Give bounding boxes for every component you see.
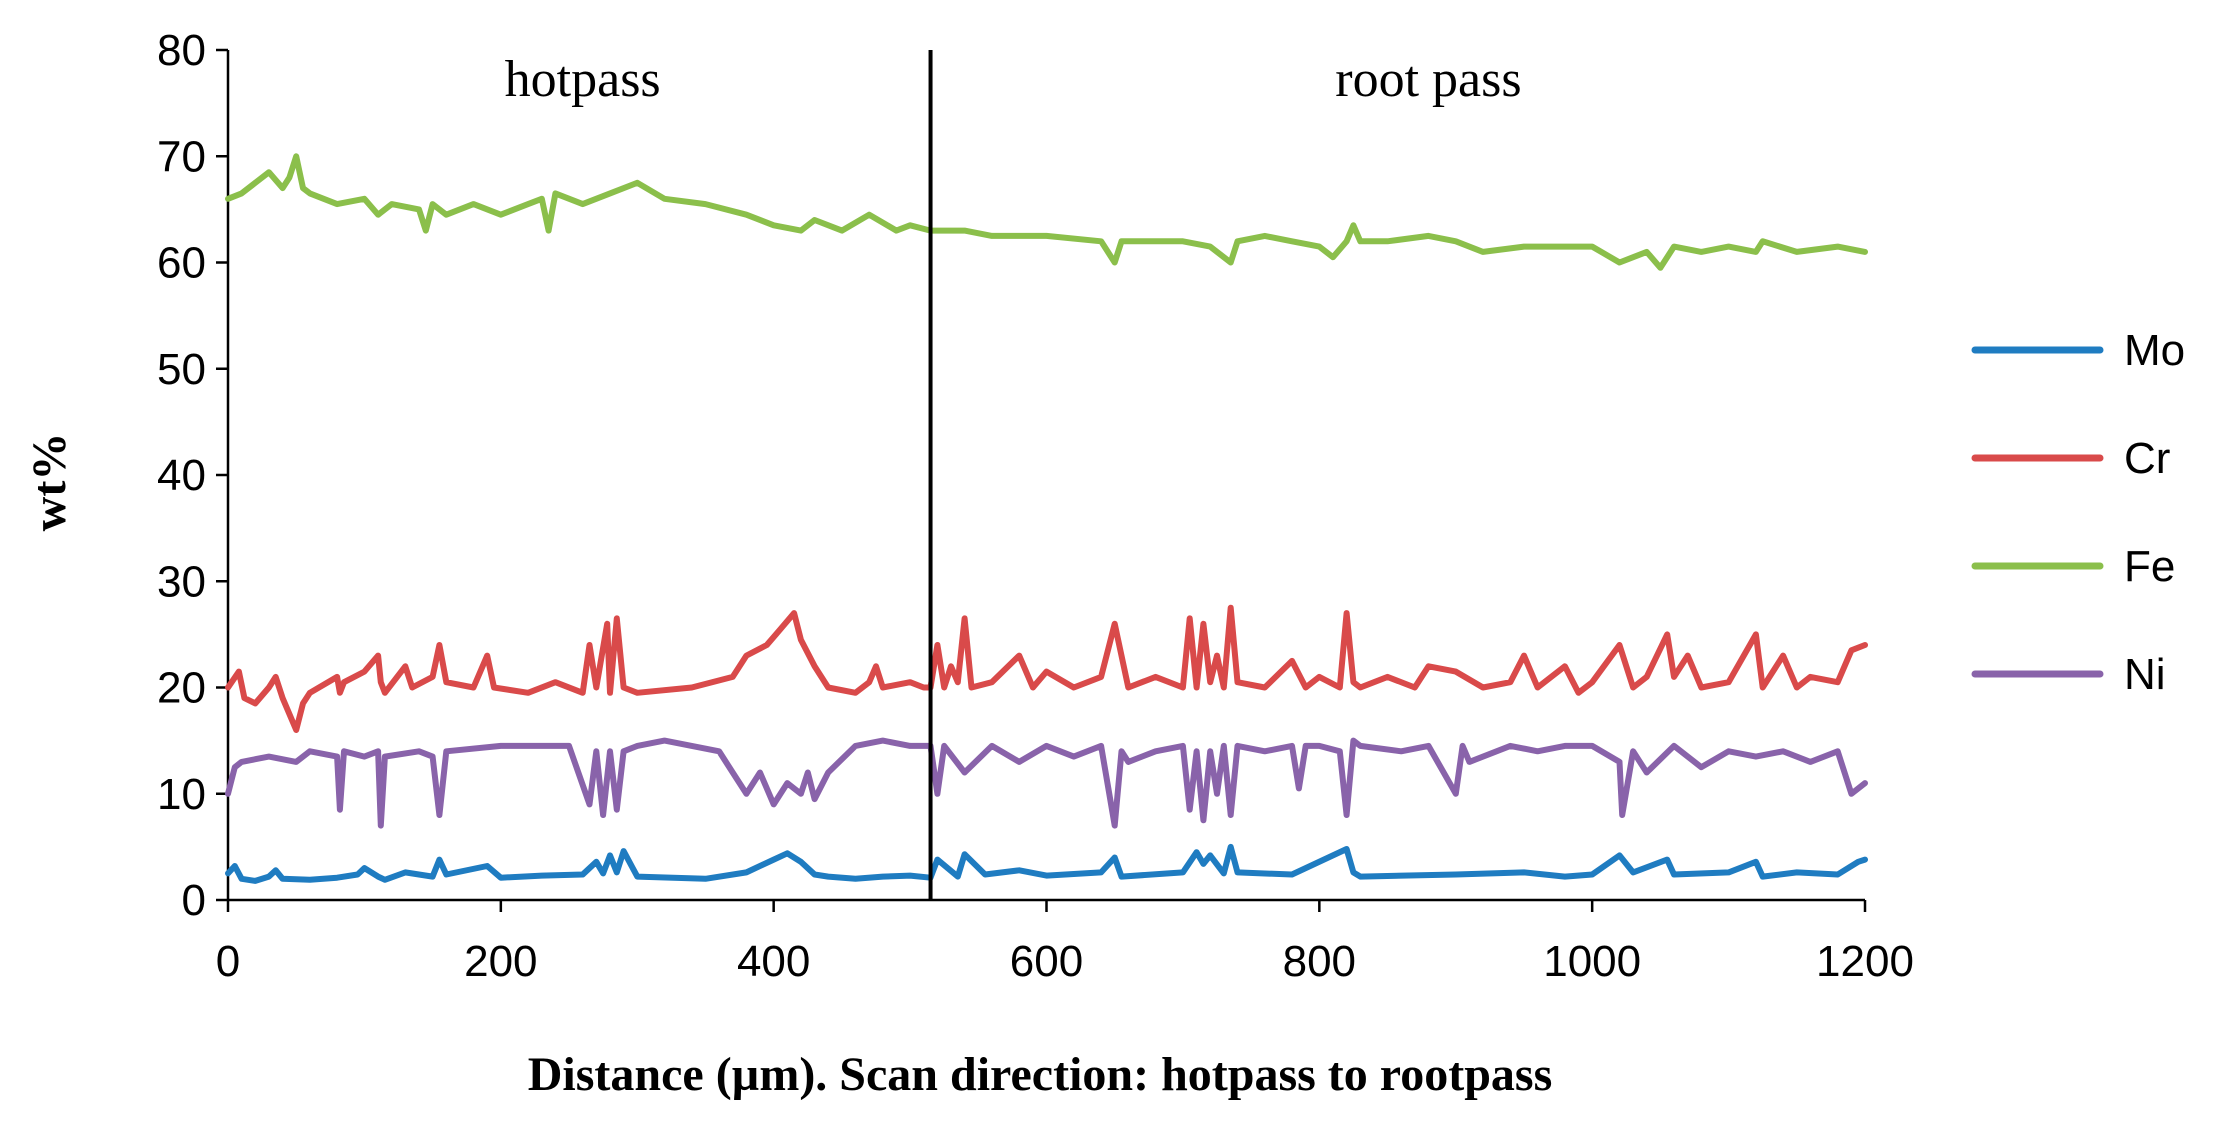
legend-label-fe: Fe xyxy=(2124,542,2175,591)
y-axis: 0 10 20 30 40 50 60 70 80 xyxy=(157,26,230,925)
region-label-0: hotpass xyxy=(505,51,661,108)
x-tick-label: 1200 xyxy=(1816,937,1914,986)
x-tick-label: 1000 xyxy=(1543,937,1641,986)
y-tick-label: 50 xyxy=(157,345,206,394)
x-axis-title: Distance (µm). Scan direction: hotpass t… xyxy=(528,1048,1553,1101)
y-tick-label: 80 xyxy=(157,26,206,75)
y-tick-label: 70 xyxy=(157,132,206,181)
y-tick-label: 20 xyxy=(157,664,206,713)
legend: Mo Cr Fe Ni xyxy=(1971,326,2185,699)
series-line-mo xyxy=(225,843,1868,884)
y-tick-label: 10 xyxy=(157,770,206,819)
x-axis: 0 200 400 600 800 1000 1200 xyxy=(216,898,1914,986)
y-tick-label: 30 xyxy=(157,557,206,606)
series-line-fe xyxy=(225,153,1868,271)
x-tick-label: 200 xyxy=(464,937,537,986)
x-tick-label: 400 xyxy=(737,937,810,986)
y-tick-label: 40 xyxy=(157,451,206,500)
legend-label-mo: Mo xyxy=(2124,326,2185,375)
series-lines xyxy=(225,153,1868,884)
region-label-1: root pass xyxy=(1335,51,1521,108)
legend-label-ni: Ni xyxy=(2124,650,2166,699)
x-tick-label: 800 xyxy=(1283,937,1356,986)
y-axis-title: wt% xyxy=(23,433,76,532)
x-tick-label: 600 xyxy=(1010,937,1083,986)
region-labels: hotpass root pass xyxy=(505,51,1522,108)
series-line-cr xyxy=(225,604,1868,733)
series-line-ni xyxy=(225,737,1868,829)
y-tick-label: 60 xyxy=(157,239,206,288)
legend-label-cr: Cr xyxy=(2124,434,2170,483)
x-tick-label: 0 xyxy=(216,937,240,986)
y-tick-label: 0 xyxy=(182,876,206,925)
